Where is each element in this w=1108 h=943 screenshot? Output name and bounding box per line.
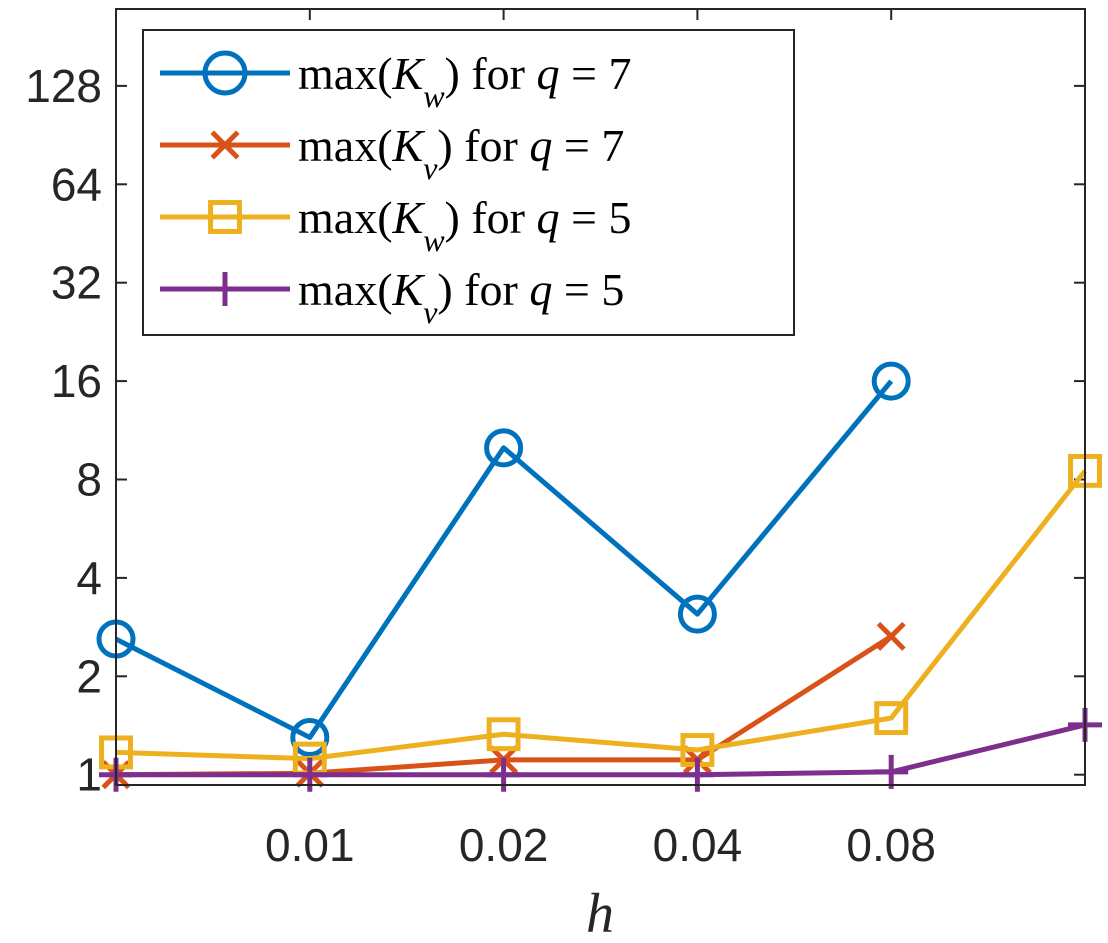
legend-text-part: max(	[298, 264, 393, 315]
data-point-plus	[680, 757, 715, 792]
data-point-plus	[874, 754, 909, 789]
legend-label: max(Kv) for q = 5	[298, 264, 624, 330]
legend-text-part: K	[392, 192, 426, 243]
legend-label: max(Kw) for q = 7	[298, 48, 631, 114]
legend-text-part: q	[537, 192, 560, 243]
legend-entry-2: max(Kv) for q = 7	[160, 120, 624, 186]
legend-label: max(Kv) for q = 7	[298, 120, 624, 186]
legend-text-part: K	[392, 264, 426, 315]
y-tick-label: 4	[76, 552, 102, 604]
data-point-circle	[677, 594, 717, 634]
y-tick-label: 128	[25, 60, 102, 112]
data-point-circle	[871, 361, 911, 401]
data-point-x	[210, 130, 240, 160]
legend-entry-4: max(Kv) for q = 5	[160, 264, 624, 330]
legend-entry-3: max(Kw) for q = 5	[160, 192, 631, 258]
series-line	[114, 379, 894, 740]
legend-text-part: = 5	[552, 264, 624, 315]
y-tick-label: 2	[76, 650, 102, 702]
legend-text-part: ) for	[437, 120, 529, 171]
legend-subscript: v	[423, 150, 438, 186]
legend-text-part: max(	[298, 120, 393, 171]
data-point-plus	[486, 757, 521, 792]
legend-text-part: = 7	[560, 48, 632, 99]
legend-subscript: w	[423, 222, 445, 258]
axis-ticks: 1 2 4 8 16 32 64 128 0.01 0.02 0.04 0.08	[25, 9, 1085, 871]
plot-frame	[115, 8, 1086, 786]
x-tick-label: 0.04	[653, 819, 743, 871]
data-point-square	[486, 717, 521, 752]
legend-box	[142, 29, 795, 336]
legend-text-part: q	[537, 48, 560, 99]
data-point-circle	[484, 428, 524, 468]
data-point-square	[208, 200, 242, 234]
legend-text-part: max(	[298, 48, 393, 99]
series-line	[115, 469, 1087, 762]
data-point-circle	[290, 717, 330, 757]
legend-label: max(Kw) for q = 5	[298, 192, 631, 258]
legend-text-part: q	[529, 264, 552, 315]
data-point-circle	[202, 50, 248, 96]
y-tick-label: 16	[51, 355, 102, 407]
series-line	[116, 722, 1086, 778]
legend-subscript: v	[423, 294, 438, 330]
legend-text-part: ) for	[445, 192, 537, 243]
legend-text-part: = 7	[552, 120, 624, 171]
x-tick-label: 0.08	[846, 819, 936, 871]
x-tick-label: 0.01	[265, 819, 355, 871]
legend-text-part: max(	[298, 192, 393, 243]
data-point-plus	[292, 757, 327, 792]
legend-text-part: ) for	[445, 48, 537, 99]
data-point-plus	[208, 272, 242, 306]
x-axis-title: h	[586, 883, 614, 943]
legend-text-part: K	[392, 120, 426, 171]
legend-text-part: q	[529, 120, 552, 171]
x-tick-label: 0.02	[459, 819, 549, 871]
y-tick-label: 8	[76, 453, 102, 505]
legend-text-part: = 5	[560, 192, 632, 243]
legend-subscript: w	[423, 78, 445, 114]
y-tick-label: 32	[51, 257, 102, 309]
legend-text-part: ) for	[437, 264, 529, 315]
data-point-x	[876, 621, 906, 651]
y-tick-label: 1	[76, 749, 102, 801]
legend-entry-1: max(Kw) for q = 7	[160, 48, 631, 114]
legend-text-part: K	[392, 48, 426, 99]
data-point-square	[874, 701, 909, 736]
y-tick-label: 64	[51, 158, 102, 210]
